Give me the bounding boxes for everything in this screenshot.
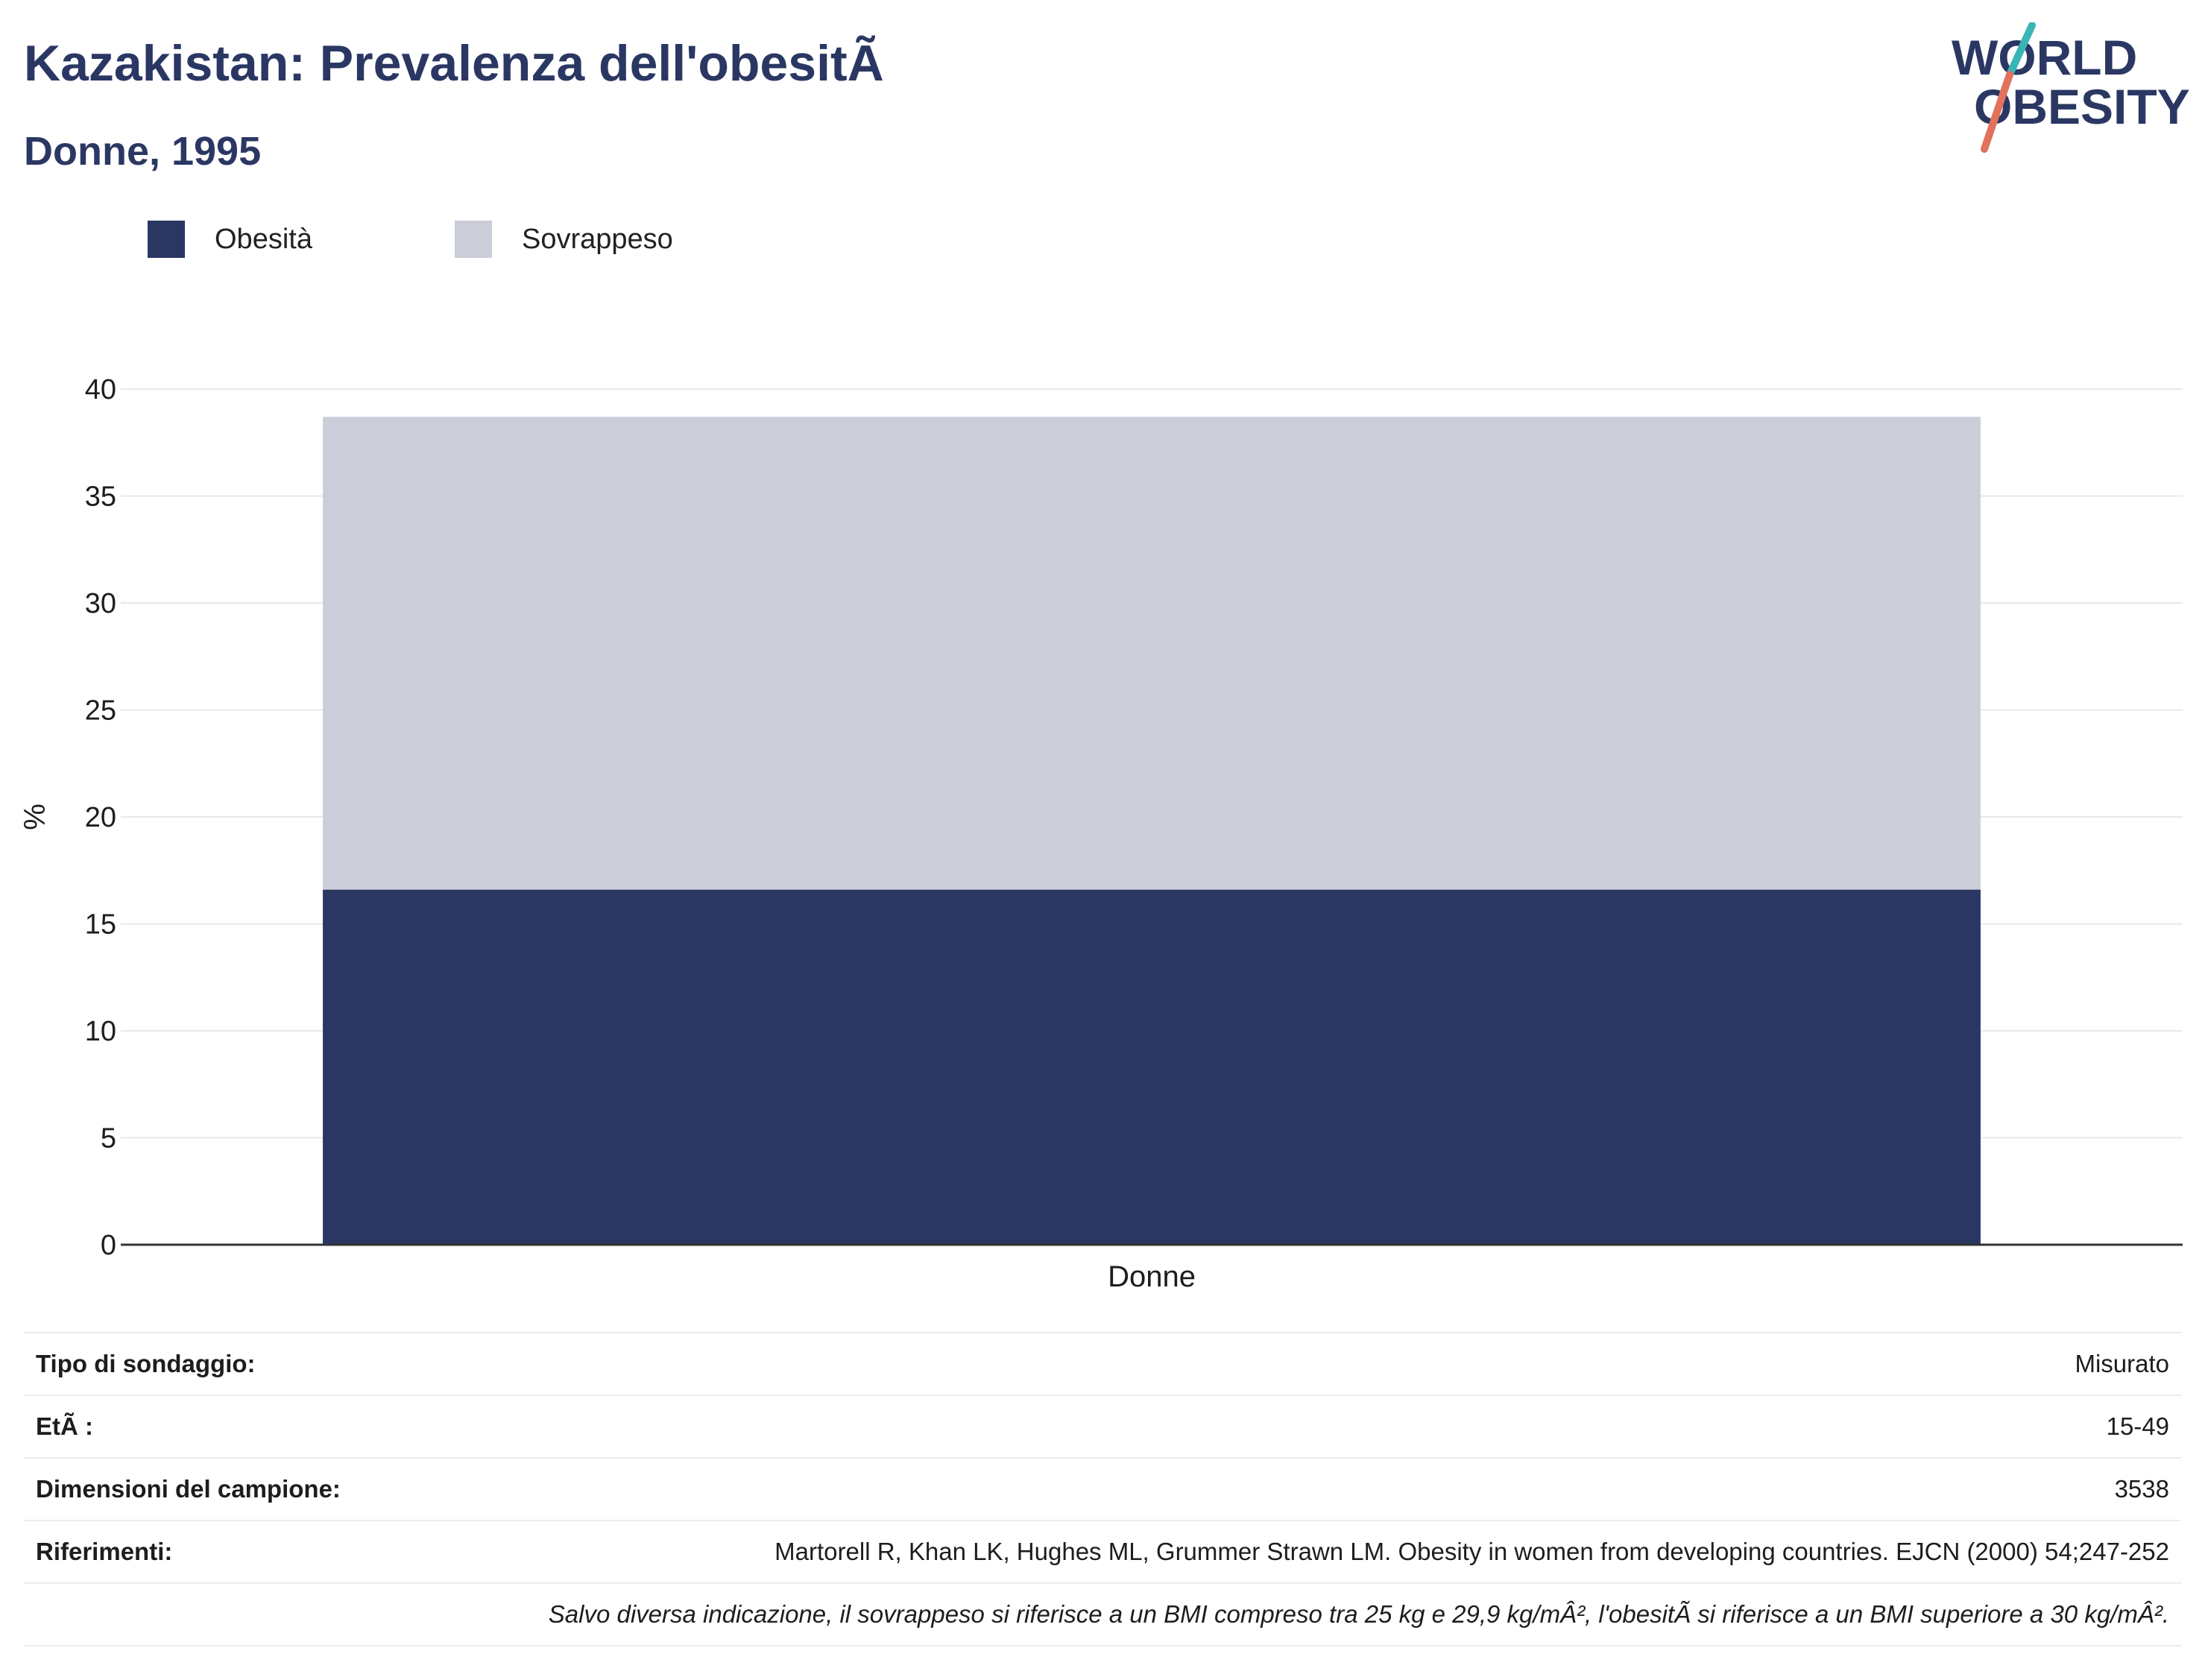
logo-line-2: OBESITY — [1974, 79, 2190, 134]
y-tick-label: 5 — [101, 1123, 116, 1155]
logo-slash-top — [2006, 22, 2036, 78]
info-value: Misurato — [2075, 1350, 2169, 1377]
legend-item-obesita[interactable]: Obesità — [148, 221, 312, 258]
info-row-age: EtÃ : 15-49 — [24, 1395, 2181, 1457]
y-tick-label: 10 — [85, 1016, 116, 1047]
chart-title: Kazakistan: Prevalenza dell'obesitÃ — [24, 35, 884, 92]
y-tick-label: 35 — [85, 481, 116, 513]
logo-slash-bottom — [1981, 71, 2013, 153]
legend-swatch-obesita — [148, 221, 185, 258]
x-tick-labels: Donne — [1108, 1260, 1196, 1293]
bar-sovrappeso-donne[interactable] — [323, 417, 1981, 890]
definition-note-text: Salvo diversa indicazione, il sovrappeso… — [548, 1600, 2169, 1628]
y-tick-label: 15 — [85, 909, 116, 941]
y-axis-label: % — [19, 803, 51, 830]
bar-obesit--donne[interactable] — [323, 889, 1981, 1245]
info-value: Martorell R, Khan LK, Hughes ML, Grummer… — [775, 1538, 2169, 1565]
info-row-sample-size: Dimensioni del campione: 3538 — [24, 1457, 2181, 1520]
info-key: Riferimenti: — [36, 1538, 173, 1565]
info-key: Tipo di sondaggio: — [36, 1350, 256, 1377]
x-tick-label: Donne — [1108, 1260, 1196, 1293]
bar-chart: 0 5 10 15 20 25 30 35 40 Donne % — [19, 374, 2183, 1293]
y-tick-label: 40 — [85, 374, 116, 405]
y-tick-label: 25 — [85, 695, 116, 727]
y-tick-labels: 0 5 10 15 20 25 30 35 40 — [85, 374, 116, 1261]
legend-swatch-sovrappeso — [455, 221, 492, 258]
info-value: 3538 — [2114, 1475, 2169, 1503]
info-key: EtÃ : — [36, 1412, 93, 1440]
y-tick-label: 30 — [85, 588, 116, 619]
legend-label-obesita: Obesità — [215, 223, 312, 255]
y-tick-label: 20 — [85, 802, 116, 833]
chart-subtitle: Donne, 1995 — [24, 129, 262, 174]
world-obesity-logo: WORLD OBESITY — [1952, 22, 2190, 153]
bars — [323, 417, 1981, 1245]
logo-line-1: WORLD — [1952, 30, 2137, 85]
info-row-references: Riferimenti: Martorell R, Khan LK, Hughe… — [24, 1520, 2181, 1582]
info-value: 15-49 — [2106, 1412, 2169, 1440]
survey-info-table: Tipo di sondaggio: Misurato EtÃ : 15-49 … — [24, 1332, 2181, 1646]
legend-item-sovrappeso[interactable]: Sovrappeso — [455, 221, 673, 258]
info-key: Dimensioni del campione: — [36, 1475, 341, 1503]
legend-label-sovrappeso: Sovrappeso — [522, 223, 673, 255]
y-tick-label: 0 — [101, 1230, 116, 1261]
definition-note: Salvo diversa indicazione, il sovrappeso… — [24, 1582, 2181, 1646]
info-row-survey-type: Tipo di sondaggio: Misurato — [24, 1332, 2181, 1395]
